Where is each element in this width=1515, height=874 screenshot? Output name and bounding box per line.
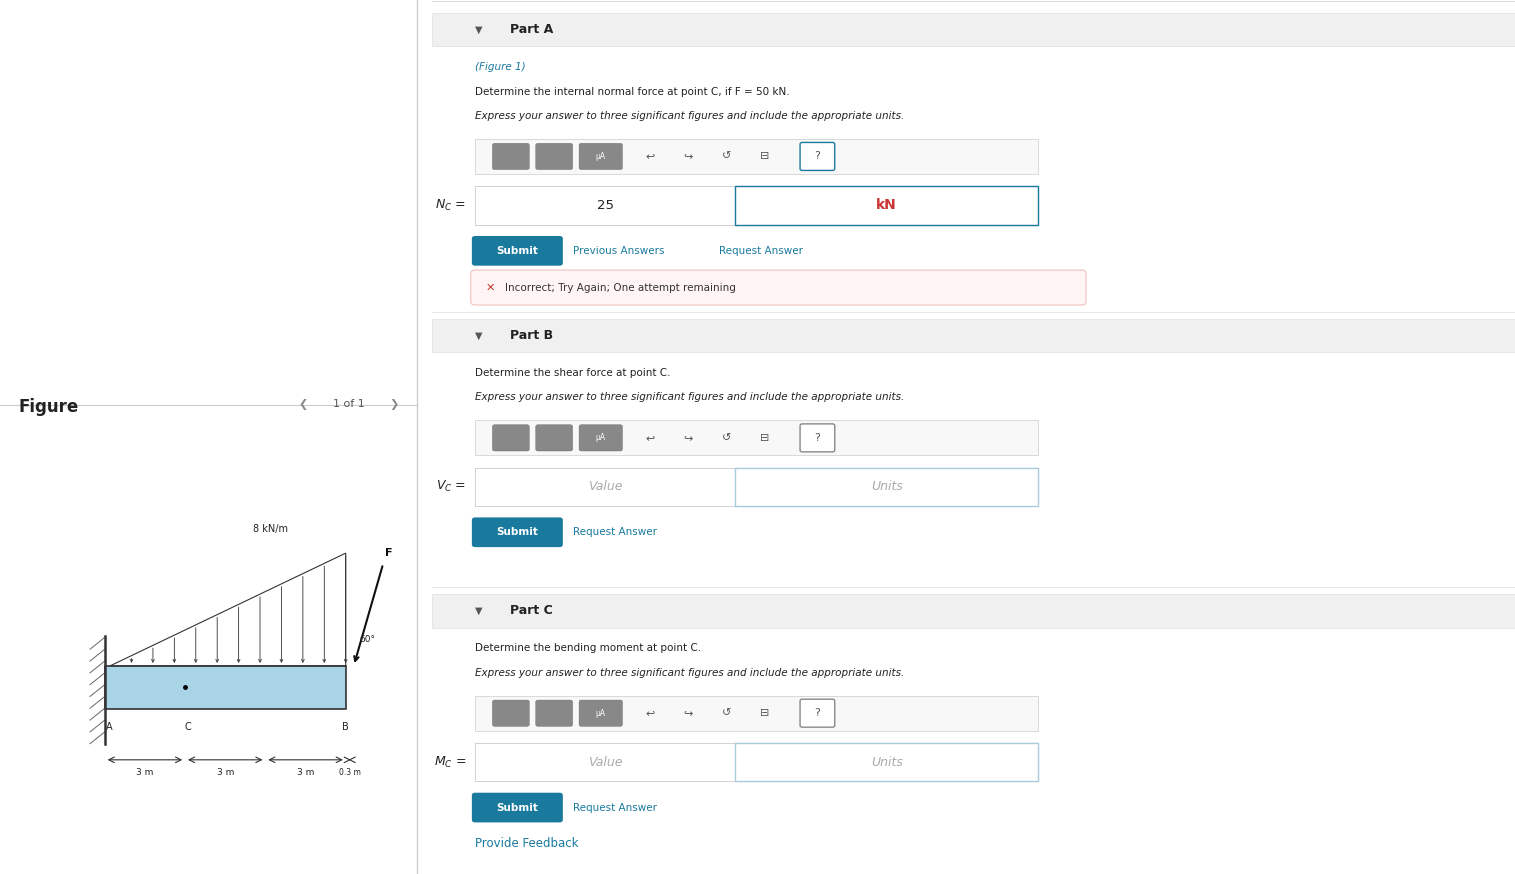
FancyBboxPatch shape	[476, 743, 1038, 781]
Text: ⊟: ⊟	[759, 708, 770, 718]
FancyBboxPatch shape	[800, 142, 835, 170]
Text: Express your answer to three significant figures and include the appropriate uni: Express your answer to three significant…	[476, 392, 904, 402]
Text: F: F	[385, 547, 392, 558]
Text: Value: Value	[588, 481, 623, 493]
Text: 8 kN/m: 8 kN/m	[253, 524, 288, 534]
Text: ↺: ↺	[721, 151, 732, 162]
Text: Express your answer to three significant figures and include the appropriate uni: Express your answer to three significant…	[476, 668, 904, 677]
FancyBboxPatch shape	[476, 186, 1038, 225]
Text: ?: ?	[815, 433, 820, 443]
Text: Submit: Submit	[497, 527, 538, 538]
FancyBboxPatch shape	[476, 468, 1038, 506]
FancyBboxPatch shape	[536, 700, 573, 726]
Text: ▼: ▼	[476, 24, 483, 35]
FancyBboxPatch shape	[476, 420, 1038, 455]
Text: Determine the shear force at point C.: Determine the shear force at point C.	[476, 368, 671, 378]
Text: ?: ?	[815, 151, 820, 162]
Text: C: C	[185, 722, 191, 732]
FancyBboxPatch shape	[800, 699, 835, 727]
FancyBboxPatch shape	[735, 743, 1038, 781]
Text: Units: Units	[871, 481, 903, 493]
Text: ❮: ❮	[298, 399, 308, 411]
Text: ⊟: ⊟	[759, 151, 770, 162]
Text: 1 of 1: 1 of 1	[333, 399, 364, 409]
FancyBboxPatch shape	[476, 743, 735, 781]
FancyBboxPatch shape	[735, 468, 1038, 506]
Text: 3 m: 3 m	[217, 768, 233, 777]
Text: B: B	[342, 722, 348, 732]
Text: Request Answer: Request Answer	[718, 246, 803, 256]
FancyBboxPatch shape	[471, 270, 1086, 305]
Text: Part B: Part B	[509, 329, 553, 342]
FancyBboxPatch shape	[492, 143, 529, 170]
Text: Figure: Figure	[18, 398, 79, 416]
FancyBboxPatch shape	[476, 139, 1038, 174]
FancyBboxPatch shape	[800, 424, 835, 452]
Text: ✕: ✕	[486, 282, 495, 293]
Text: ↩: ↩	[645, 708, 656, 718]
Text: ↺: ↺	[721, 708, 732, 718]
Text: ▼: ▼	[476, 606, 483, 616]
Text: $M_C$ =: $M_C$ =	[433, 754, 467, 770]
Text: Submit: Submit	[497, 802, 538, 813]
Text: Previous Answers: Previous Answers	[573, 246, 664, 256]
Text: Determine the internal normal force at point C, if F = 50 kN.: Determine the internal normal force at p…	[476, 87, 789, 96]
Text: Part C: Part C	[509, 605, 553, 617]
Text: 3 m: 3 m	[297, 768, 314, 777]
FancyBboxPatch shape	[476, 468, 735, 506]
FancyBboxPatch shape	[432, 594, 1515, 628]
Text: Provide Feedback: Provide Feedback	[476, 836, 579, 850]
FancyBboxPatch shape	[476, 186, 735, 225]
Text: ?: ?	[815, 708, 820, 718]
Text: $V_C$ =: $V_C$ =	[436, 479, 467, 495]
Text: ↺: ↺	[721, 433, 732, 443]
FancyBboxPatch shape	[471, 236, 564, 266]
FancyBboxPatch shape	[476, 696, 1038, 731]
Text: kN: kN	[876, 198, 897, 212]
Text: μA: μA	[595, 434, 606, 442]
FancyBboxPatch shape	[471, 517, 564, 547]
Text: Express your answer to three significant figures and include the appropriate uni: Express your answer to three significant…	[476, 111, 904, 121]
Text: Submit: Submit	[497, 246, 538, 256]
Text: ↪: ↪	[683, 708, 694, 718]
FancyBboxPatch shape	[579, 143, 623, 170]
FancyBboxPatch shape	[536, 425, 573, 451]
Text: ❯: ❯	[389, 399, 398, 411]
Text: 60°: 60°	[359, 635, 376, 644]
Text: Determine the bending moment at point C.: Determine the bending moment at point C.	[476, 643, 701, 653]
Text: ↪: ↪	[683, 433, 694, 443]
FancyBboxPatch shape	[579, 700, 623, 726]
Text: Request Answer: Request Answer	[573, 802, 656, 813]
Text: Part A: Part A	[509, 24, 553, 36]
Text: ↩: ↩	[645, 433, 656, 443]
Text: μA: μA	[595, 709, 606, 718]
Text: Value: Value	[588, 756, 623, 768]
Text: Request Answer: Request Answer	[573, 527, 656, 538]
FancyBboxPatch shape	[735, 186, 1038, 225]
FancyBboxPatch shape	[492, 700, 529, 726]
FancyBboxPatch shape	[579, 425, 623, 451]
Text: ↪: ↪	[683, 151, 694, 162]
Text: 0.3 m: 0.3 m	[339, 768, 361, 777]
FancyBboxPatch shape	[471, 793, 564, 822]
Text: ▼: ▼	[476, 330, 483, 341]
FancyBboxPatch shape	[492, 425, 529, 451]
Text: $N_C$ =: $N_C$ =	[435, 198, 467, 213]
Text: Units: Units	[871, 756, 903, 768]
Polygon shape	[105, 666, 345, 709]
Text: A: A	[106, 722, 112, 732]
Text: ↩: ↩	[645, 151, 656, 162]
Text: 25: 25	[597, 199, 614, 212]
Text: Incorrect; Try Again; One attempt remaining: Incorrect; Try Again; One attempt remain…	[506, 282, 736, 293]
FancyBboxPatch shape	[432, 319, 1515, 352]
Text: μA: μA	[595, 152, 606, 161]
FancyBboxPatch shape	[536, 143, 573, 170]
Text: ⊟: ⊟	[759, 433, 770, 443]
FancyBboxPatch shape	[432, 13, 1515, 46]
Text: 3 m: 3 m	[136, 768, 153, 777]
Text: (Figure 1): (Figure 1)	[476, 62, 526, 72]
